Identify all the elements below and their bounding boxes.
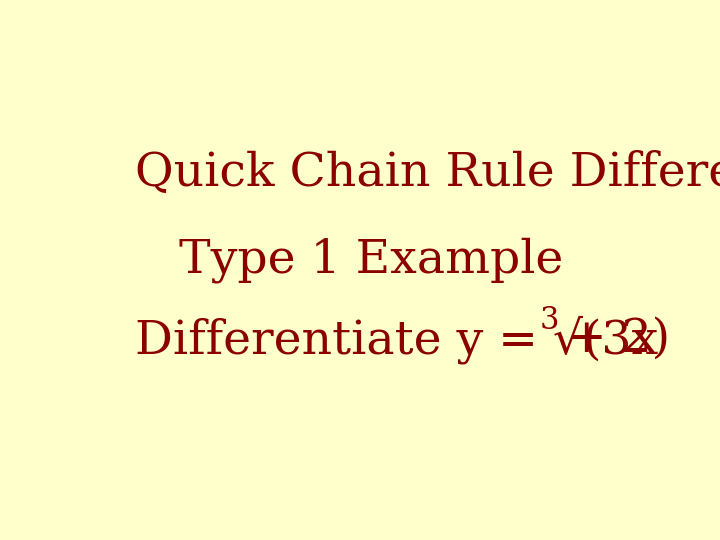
Text: Quick Chain Rule Differentiation: Quick Chain Rule Differentiation — [135, 150, 720, 195]
Text: 3: 3 — [540, 305, 559, 336]
Text: + 2): + 2) — [552, 316, 670, 362]
Text: Type 1 Example: Type 1 Example — [179, 238, 564, 283]
Text: Differentiate y = √(3x: Differentiate y = √(3x — [135, 315, 658, 363]
